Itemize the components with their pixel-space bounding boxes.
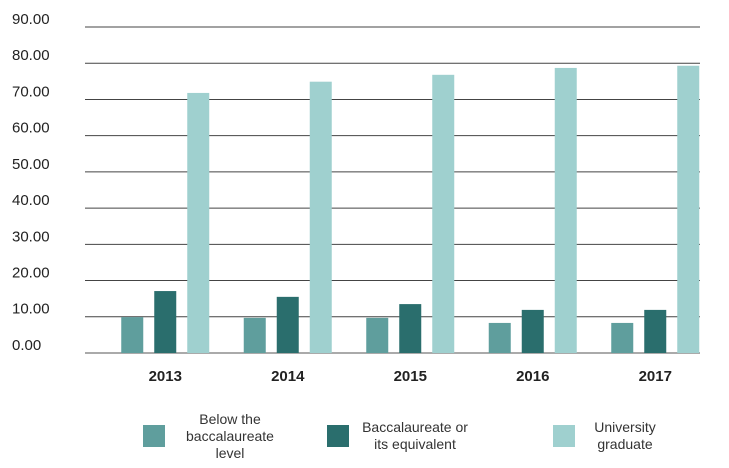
x-tick-label: 2015 (394, 368, 427, 385)
x-tick-label: 2017 (639, 368, 672, 385)
legend-swatch (143, 425, 165, 447)
y-tick-label: 40.00 (12, 192, 50, 209)
legend-swatch (327, 425, 349, 447)
y-tick-label: 30.00 (12, 228, 50, 245)
bar (154, 291, 177, 353)
bar (309, 81, 332, 353)
y-tick-label: 90.00 (12, 11, 50, 28)
bar (432, 74, 455, 354)
bar (276, 296, 299, 353)
bar (611, 322, 634, 353)
legend-label: Baccalaureate or its equivalent (362, 419, 468, 452)
bar (644, 309, 667, 353)
legend-swatch (553, 425, 575, 447)
x-tick-label: 2016 (516, 368, 549, 385)
x-tick-label: 2013 (149, 368, 182, 385)
legend-label: University graduate (594, 419, 656, 452)
y-tick-label: 50.00 (12, 156, 50, 173)
y-tick-label: 70.00 (12, 83, 50, 100)
bar (521, 309, 544, 353)
x-tick-label: 2014 (271, 368, 305, 385)
bar (187, 92, 210, 354)
bar (399, 304, 422, 353)
y-tick-label: 0.00 (12, 337, 41, 354)
bar (554, 67, 577, 353)
legend-label: Below the baccalaureate level (186, 410, 274, 461)
bar (488, 322, 511, 353)
bar (243, 317, 266, 353)
bar (121, 317, 144, 353)
y-tick-label: 10.00 (12, 301, 50, 318)
bar (677, 65, 700, 353)
bar (366, 317, 389, 353)
y-tick-label: 80.00 (12, 47, 50, 64)
y-tick-label: 20.00 (12, 265, 50, 282)
y-tick-label: 60.00 (12, 120, 50, 137)
chart: 0.00 10.00 20.00 30.00 40.00 50.00 60.00 70.00 8… (12, 11, 700, 385)
